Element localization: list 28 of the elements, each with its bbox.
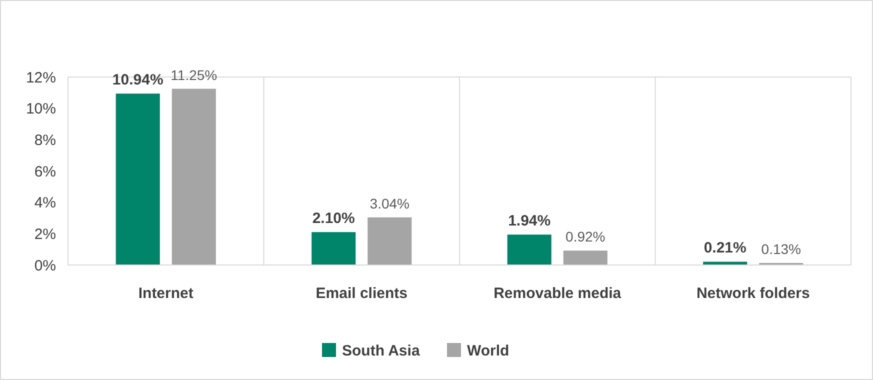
bar: [116, 94, 160, 265]
data-label: 10.94%: [112, 72, 164, 89]
data-label: 1.94%: [508, 212, 551, 230]
data-label: 11.25%: [170, 66, 218, 83]
bar: [312, 232, 356, 265]
x-tick-label: Email clients: [316, 285, 408, 302]
data-label: 0.92%: [566, 228, 606, 245]
data-label: 2.10%: [312, 210, 355, 228]
y-tick-label: 6%: [34, 163, 56, 180]
y-tick-label: 8%: [34, 132, 56, 149]
y-tick-label: 0%: [34, 257, 56, 274]
y-tick-label: 2%: [34, 226, 56, 243]
data-label: 0.13%: [761, 240, 801, 257]
y-tick-label: 12%: [26, 69, 56, 86]
y-tick-label: 10%: [26, 100, 56, 118]
legend-label: South Asia: [342, 342, 420, 360]
bar: [172, 88, 216, 265]
x-tick-label: Removable media: [494, 285, 622, 302]
bar: [563, 250, 608, 265]
data-label: 3.04%: [370, 195, 410, 212]
bar: [703, 262, 748, 265]
data-label: 0.21%: [704, 240, 746, 257]
x-tick-label: Internet: [138, 285, 194, 302]
y-tick-label: 4%: [34, 194, 56, 212]
legend-label: World: [467, 342, 510, 360]
bar: [368, 217, 412, 265]
bar: [507, 234, 552, 265]
x-tick-label: Network folders: [696, 285, 810, 302]
